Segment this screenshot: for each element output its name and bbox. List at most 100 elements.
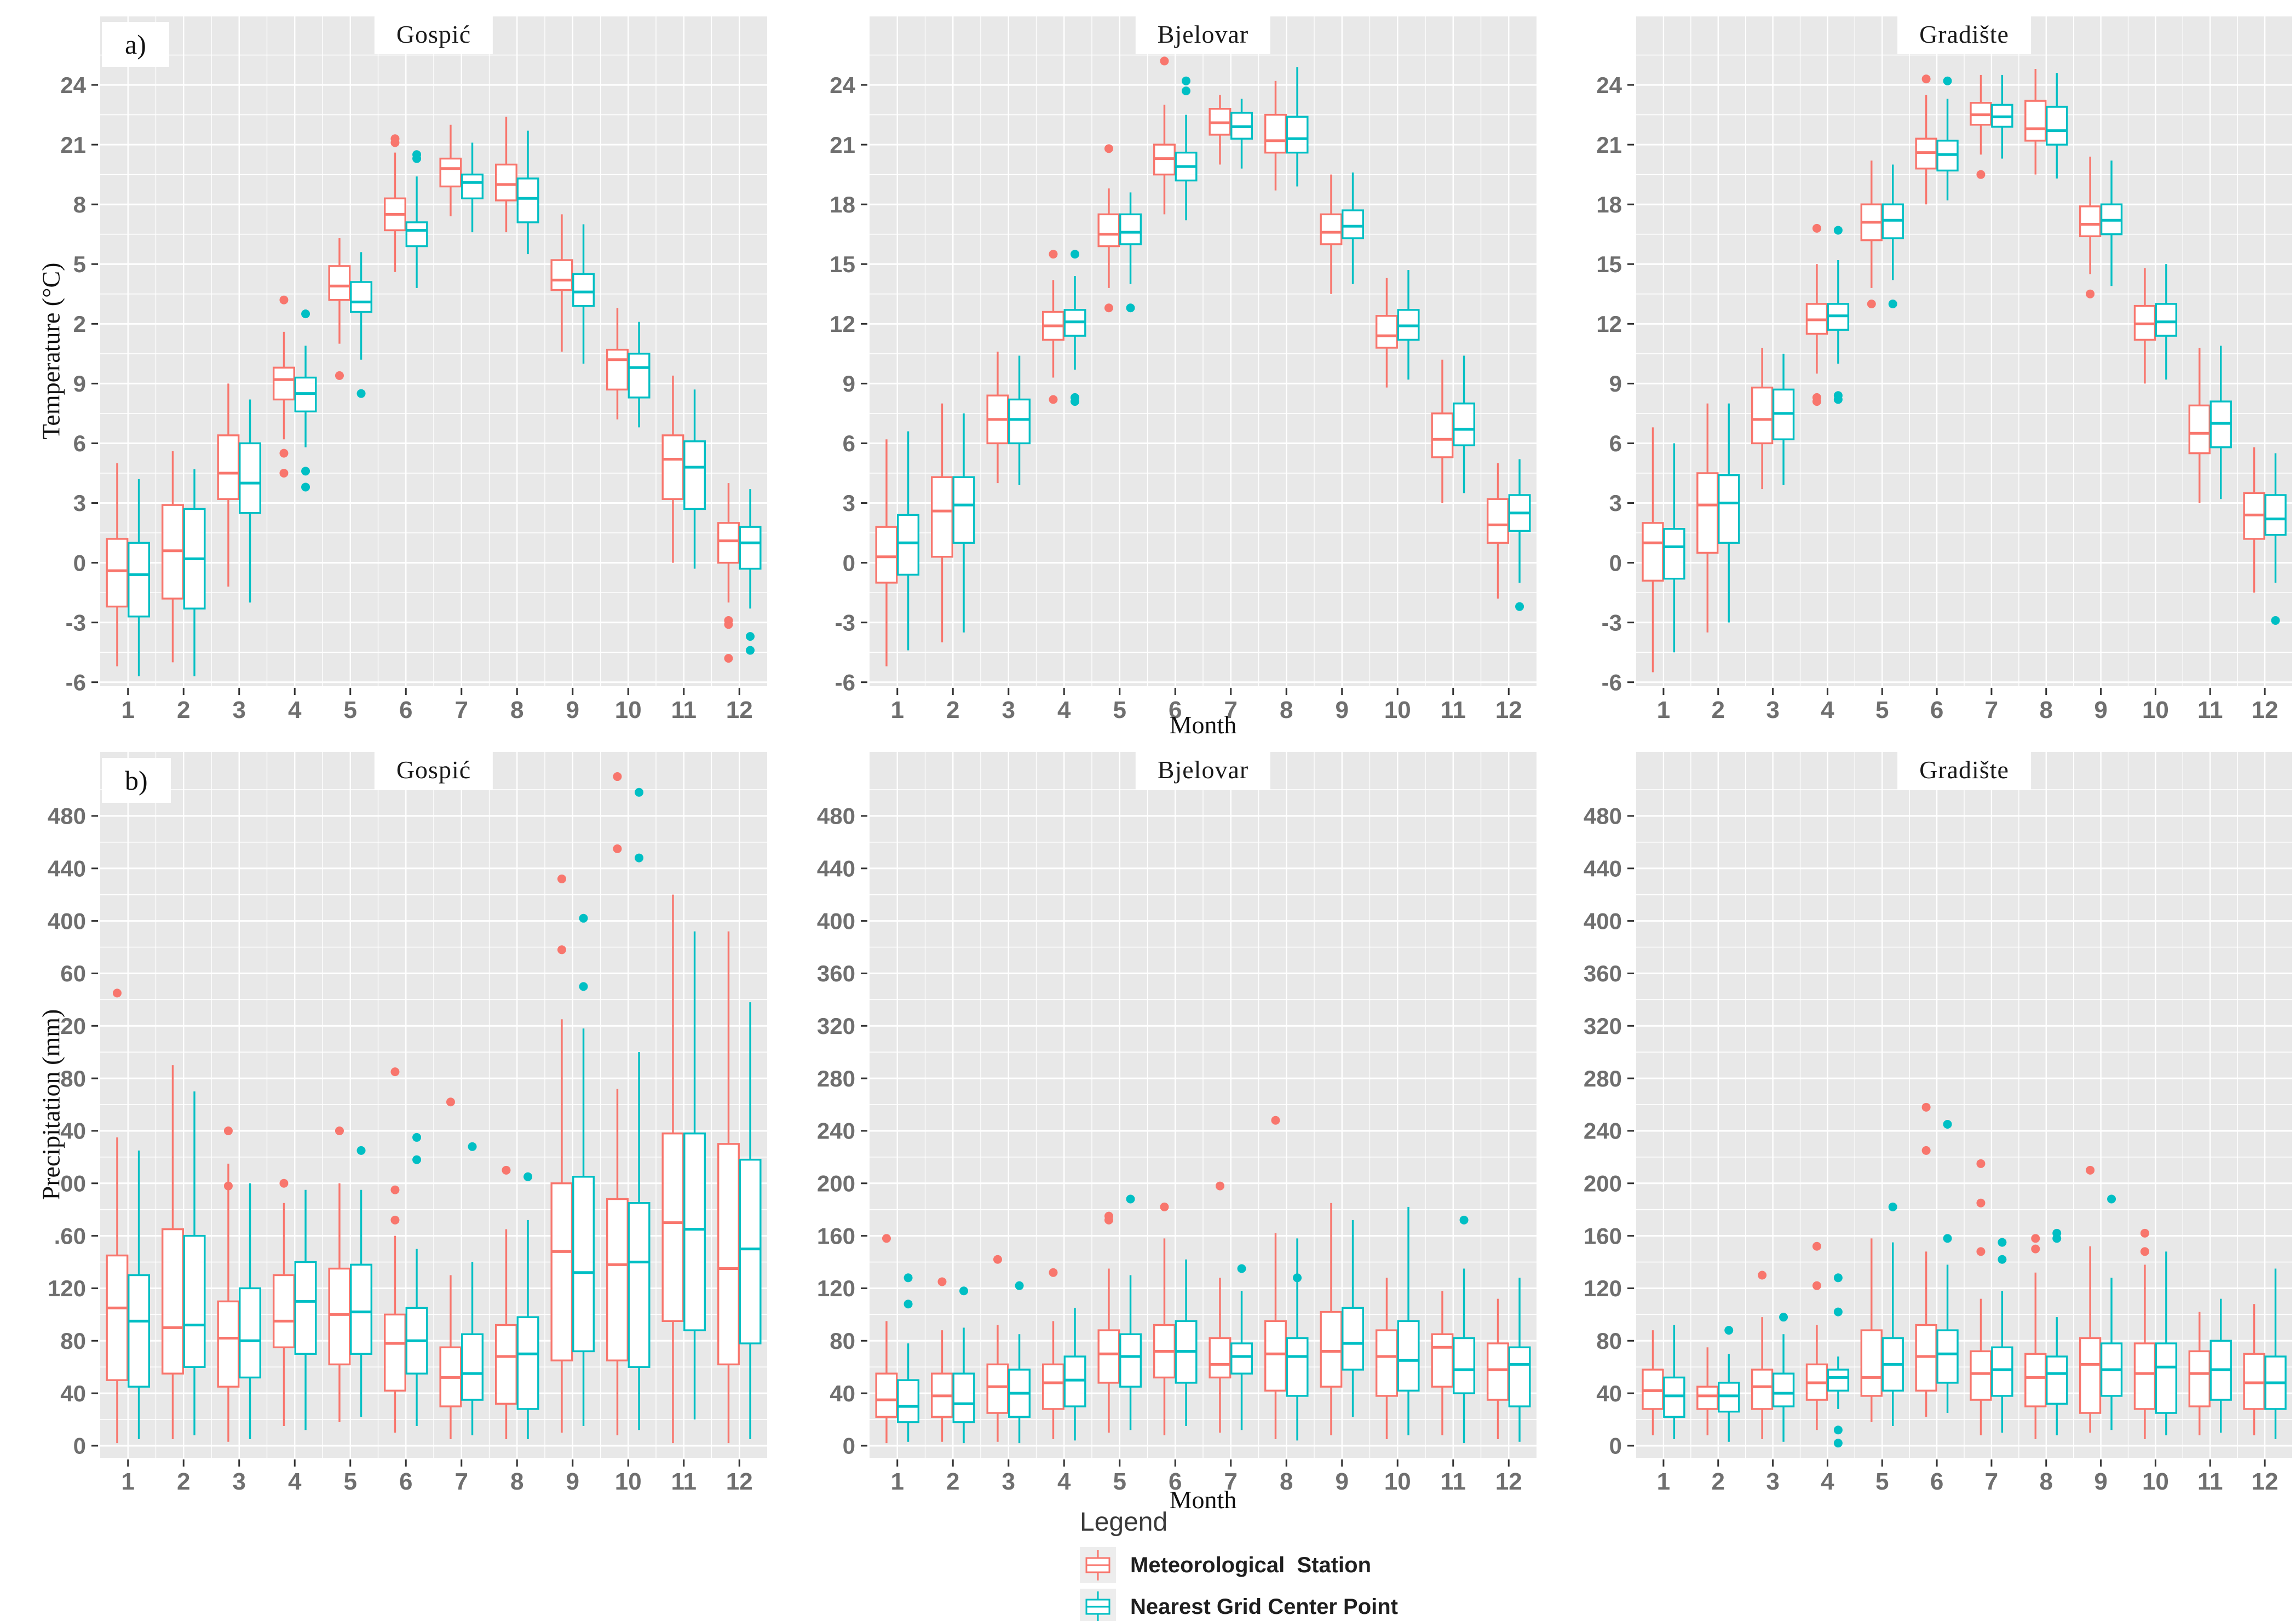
outlier-point bbox=[1998, 1238, 2007, 1247]
outlier-point bbox=[1515, 602, 1524, 611]
panel-temperature-gospic: Gospić 24 21 8 5 2 9 6 3 0 -3 -6 1 2 3 4 5 6 7 8 9 10 11 12 bbox=[29, 14, 772, 730]
x-tick-label: 12 bbox=[2252, 1468, 2278, 1495]
boxplot-month-11-grid-point bbox=[1453, 355, 1476, 493]
boxplot-month-4-grid-point bbox=[294, 1189, 317, 1430]
x-tick-label: 8 bbox=[2040, 1468, 2053, 1495]
x-tick-label: 5 bbox=[1875, 697, 1889, 723]
boxplot-month-1-grid-point bbox=[1663, 1325, 1685, 1439]
outlier-point bbox=[301, 482, 310, 492]
boxplot-month-3-station bbox=[1751, 347, 1774, 490]
y-tick-label: 480 bbox=[1584, 803, 1622, 829]
boxplot-month-10-station bbox=[2133, 268, 2156, 384]
outlier-point bbox=[557, 874, 566, 883]
x-tick-label: 6 bbox=[399, 697, 412, 723]
boxplot-month-6-station bbox=[383, 1235, 406, 1433]
boxplot-month-5-station bbox=[328, 1183, 351, 1422]
boxplot-month-8-grid-point bbox=[516, 130, 539, 255]
x-tick-label: 2 bbox=[1712, 1468, 1725, 1495]
outlier-point bbox=[1976, 1247, 1986, 1256]
boxplot-month-7-station bbox=[1209, 95, 1232, 165]
panel-precipitation-gradiste: Gradište 480 440 400 360 320 280 240 200 160 120 8… bbox=[1565, 750, 2296, 1502]
outlier-point bbox=[746, 646, 755, 655]
outlier-point bbox=[2107, 1194, 2116, 1204]
x-tick-label: 7 bbox=[1985, 697, 1998, 723]
outlier-point bbox=[1049, 250, 1058, 259]
boxplot-month-12-station bbox=[1486, 463, 1509, 599]
boxplot-month-9-station bbox=[1320, 174, 1343, 294]
x-tick-label: 3 bbox=[1766, 697, 1779, 723]
y-tick-label: 9 bbox=[1609, 371, 1622, 396]
boxplot-month-1-station bbox=[106, 1137, 129, 1444]
boxplot-month-4-grid-point bbox=[1063, 276, 1086, 370]
outlier-point bbox=[1071, 397, 1080, 406]
boxplot-month-1-station bbox=[106, 463, 129, 666]
outlier-point bbox=[2031, 1244, 2040, 1254]
panel-row-a-label: a) bbox=[102, 22, 169, 67]
outlier-point bbox=[412, 154, 422, 163]
outlier-point bbox=[279, 1179, 289, 1188]
legend-item-grid-point: Nearest Grid Center Point bbox=[1080, 1589, 1398, 1621]
boxplot-month-5-station bbox=[1860, 1238, 1883, 1422]
y-tick-label: 200 bbox=[1584, 1170, 1622, 1196]
outlier-point bbox=[279, 468, 289, 478]
x-tick-label: 4 bbox=[288, 697, 302, 723]
boxplot-month-9-grid-point bbox=[1342, 173, 1365, 284]
boxplot-month-6-station bbox=[1915, 1251, 1937, 1417]
panel-row-b-label: b) bbox=[102, 758, 171, 803]
x-tick-label: 10 bbox=[1384, 1468, 1411, 1495]
y-tick-label: 320 bbox=[817, 1013, 855, 1039]
x-tick-label: 4 bbox=[1821, 1468, 1834, 1495]
outlier-point bbox=[1779, 1313, 1788, 1322]
y-tick-label: 3 bbox=[843, 490, 855, 516]
boxplot-month-2-grid-point bbox=[183, 469, 206, 676]
y-tick-label: 480 bbox=[817, 803, 855, 829]
boxplot-month-3-station bbox=[986, 1325, 1009, 1442]
boxplot-month-4-grid-point bbox=[1063, 1308, 1086, 1441]
outlier-point bbox=[1943, 1234, 1952, 1243]
boxplot-month-5-grid-point bbox=[1119, 1275, 1142, 1430]
x-tick-label: 7 bbox=[1224, 1468, 1238, 1495]
outlier-point bbox=[1812, 1241, 1821, 1251]
boxplot-month-6-grid-point bbox=[1936, 99, 1959, 200]
y-tick-label: 360 bbox=[817, 961, 855, 986]
boxplot-month-12-grid-point bbox=[1508, 1278, 1531, 1442]
y-tick-label: 480 bbox=[48, 803, 86, 829]
panel-precipitation-gospic: Gospić 480 440 400 60 20 80 40 00.60 120 80 40 0 1 2 3… bbox=[29, 750, 772, 1502]
y-tick-label: 24 bbox=[1596, 72, 1622, 98]
x-tick-label: 10 bbox=[615, 1468, 642, 1495]
x-tick-label: 9 bbox=[1336, 1468, 1349, 1495]
temperature-axis-title: Temperature (°C) bbox=[37, 262, 65, 440]
x-tick-label: 1 bbox=[122, 1468, 135, 1495]
boxplot-month-3-grid-point bbox=[1772, 1334, 1795, 1442]
boxplot-month-7-grid-point bbox=[1230, 99, 1253, 169]
panel-title: Gradište bbox=[1897, 14, 2031, 54]
boxplot-month-5-grid-point bbox=[350, 1189, 373, 1417]
x-tick-label: 2 bbox=[177, 1468, 190, 1495]
boxplot-month-3-grid-point bbox=[239, 399, 262, 603]
y-tick-label: -6 bbox=[1602, 669, 1622, 695]
boxplot-month-2-grid-point bbox=[1718, 403, 1740, 623]
boxplot-month-7-grid-point bbox=[1991, 74, 2013, 159]
outlier-point bbox=[1833, 226, 1843, 235]
outlier-point bbox=[1867, 299, 1876, 308]
y-tick-label: 120 bbox=[48, 1275, 86, 1301]
outlier-point bbox=[1071, 250, 1080, 259]
x-tick-label: 12 bbox=[1495, 1468, 1522, 1495]
outlier-point bbox=[412, 1133, 422, 1142]
boxplot-month-5-station bbox=[1097, 188, 1120, 288]
y-tick-label: 200 bbox=[817, 1170, 855, 1196]
outlier-point bbox=[1182, 86, 1191, 95]
boxplot-month-8-station bbox=[494, 117, 517, 233]
y-tick-label: -6 bbox=[66, 669, 86, 695]
outlier-point bbox=[1215, 1181, 1224, 1191]
y-tick-label: -6 bbox=[835, 669, 855, 695]
x-tick-label: 7 bbox=[455, 697, 468, 723]
boxplot-month-3-grid-point bbox=[1008, 355, 1031, 485]
outlier-point bbox=[1921, 1146, 1931, 1155]
outlier-point bbox=[223, 1126, 233, 1135]
y-tick-label: 160 bbox=[817, 1223, 855, 1249]
boxplot-month-9-station bbox=[550, 1019, 573, 1433]
boxplot-month-10-grid-point bbox=[1397, 270, 1420, 380]
panel-title: Gospić bbox=[374, 14, 493, 54]
